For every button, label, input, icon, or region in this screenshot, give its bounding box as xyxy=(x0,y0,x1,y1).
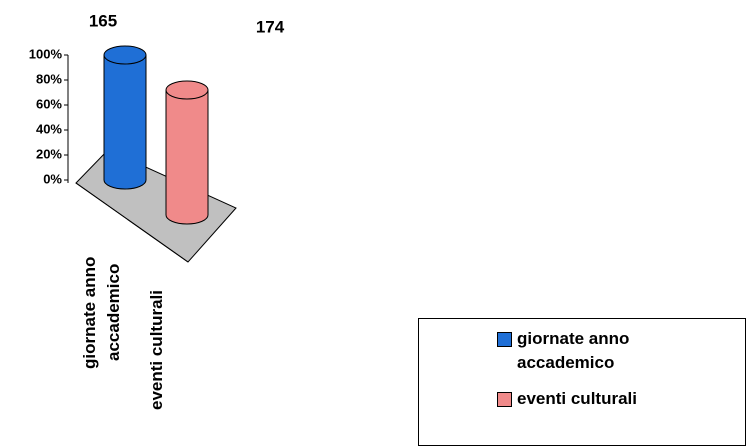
cylinder xyxy=(165,89,209,225)
legend-entry: eventi culturali xyxy=(497,387,717,411)
legend: giornate anno accademico eventi culturali xyxy=(418,318,746,446)
y-tick-label: 60% xyxy=(36,96,62,111)
data-label: 174 xyxy=(256,17,285,36)
y-tick-label: 40% xyxy=(36,121,62,136)
cylinder-top xyxy=(165,80,209,100)
legend-entry: giornate anno accademico xyxy=(497,327,717,375)
y-tick-label: 0% xyxy=(43,171,62,186)
y-tick-label: 80% xyxy=(36,71,62,86)
legend-swatch xyxy=(497,392,512,407)
y-tick-label: 100% xyxy=(29,46,63,61)
x-tick-label: eventi culturali xyxy=(147,290,166,411)
x-tick-label: giornate anno accademico xyxy=(80,256,123,369)
cylinder xyxy=(103,54,147,190)
data-label: 165 xyxy=(89,11,117,30)
y-tick-label: 20% xyxy=(36,146,62,161)
legend-swatch xyxy=(497,332,512,347)
cylinder-top xyxy=(103,45,147,65)
x-axis xyxy=(75,182,189,263)
